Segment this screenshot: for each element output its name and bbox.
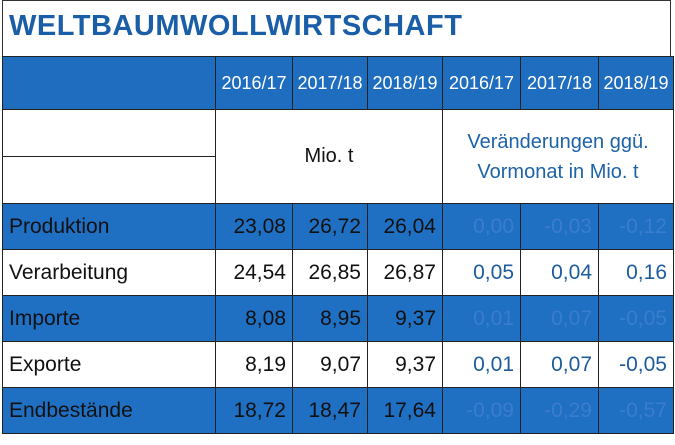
cell: 9,07 (292, 341, 368, 388)
unit-right: Veränderungen ggü. Vormonat in Mio. t (442, 109, 674, 204)
cell: 26,04 (367, 203, 443, 250)
table: 2016/17 2017/18 2018/19 2016/17 2017/18 2018/… (2, 56, 674, 434)
cell: 8,08 (215, 295, 293, 342)
cell: 23,08 (215, 203, 293, 250)
header-row: 2016/17 2017/18 2018/19 2016/17 2017/18 2018/… (2, 56, 674, 110)
data-row: Importe 8,08 8,95 9,37 0,01 0,07 -0,05 (2, 295, 674, 342)
cell: 0,07 (520, 341, 599, 388)
title: WELTBAUMWOLLWIRTSCHAFT (2, 0, 671, 56)
row-label: Endbestände (2, 387, 216, 434)
table-body: 2016/17 2017/18 2018/19 2016/17 2017/18 2018/… (2, 56, 674, 434)
cell: 0,00 (442, 203, 521, 250)
cell: 9,37 (367, 341, 443, 388)
data-row: Produktion 23,08 26,72 26,04 0,00 -0,03 -0,12 (2, 203, 674, 250)
cell: 0,16 (598, 249, 674, 296)
cell: 0,07 (520, 295, 599, 342)
cell: 18,47 (292, 387, 368, 434)
row-label: Verarbeitung (2, 249, 216, 296)
header-cell: 2017/18 (292, 56, 368, 110)
cell: -0,12 (598, 203, 674, 250)
cell: 0,04 (520, 249, 599, 296)
header-cell: 2016/17 (215, 56, 293, 110)
empty-cell (2, 156, 216, 204)
cell: 24,54 (215, 249, 293, 296)
cell: 8,19 (215, 341, 293, 388)
cell: -0,57 (598, 387, 674, 434)
cell: -0,29 (520, 387, 599, 434)
cell: 9,37 (367, 295, 443, 342)
cell: 26,72 (292, 203, 368, 250)
cell: 26,87 (367, 249, 443, 296)
row-label: Produktion (2, 203, 216, 250)
unit-row (2, 156, 674, 204)
data-row: Endbestände 18,72 18,47 17,64 -0,09 -0,29 -0,5… (2, 387, 674, 434)
data-row: Verarbeitung 24,54 26,85 26,87 0,05 0,04 0,16 (2, 249, 674, 296)
cell: -0,03 (520, 203, 599, 250)
header-cell: 2016/17 (442, 56, 521, 110)
header-cell: 2018/19 (367, 56, 443, 110)
cell: 8,95 (292, 295, 368, 342)
row-label: Importe (2, 295, 216, 342)
unit-row: Mio. t Veränderungen ggü. Vormonat in Mi… (2, 109, 674, 204)
data-row: Exporte 8,19 9,07 9,37 0,01 0,07 -0,05 (2, 341, 674, 388)
cell: 18,72 (215, 387, 293, 434)
cell: 0,01 (442, 295, 521, 342)
cell: 26,85 (292, 249, 368, 296)
header-cell: 2017/18 (520, 56, 599, 110)
cell: 0,05 (442, 249, 521, 296)
cell: -0,09 (442, 387, 521, 434)
row-label: Exporte (2, 341, 216, 388)
cell: 17,64 (367, 387, 443, 434)
empty-cell (2, 109, 216, 157)
cell: 0,01 (442, 341, 521, 388)
header-cell: 2018/19 (598, 56, 674, 110)
unit-left: Mio. t (215, 109, 443, 204)
cell: -0,05 (598, 295, 674, 342)
cell: -0,05 (598, 341, 674, 388)
header-cell (2, 56, 216, 110)
